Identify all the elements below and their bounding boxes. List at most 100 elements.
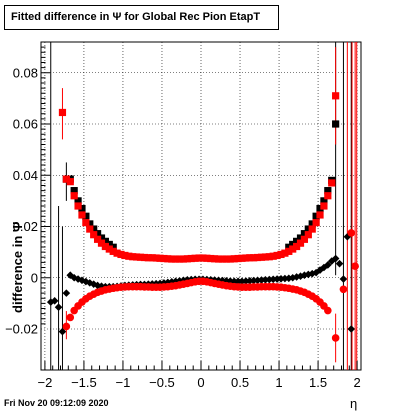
data-point-square xyxy=(218,255,227,263)
data-point-diamond xyxy=(331,254,340,263)
data-point-square xyxy=(113,249,121,257)
data-marks xyxy=(46,92,359,342)
data-point-square xyxy=(289,245,297,253)
data-point-square xyxy=(70,192,78,200)
data-point-diamond xyxy=(339,275,348,283)
data-point-square xyxy=(152,254,160,262)
data-point-square xyxy=(285,243,293,251)
data-point-square xyxy=(62,175,70,183)
x-tick-label: 1.5 xyxy=(309,375,327,390)
data-point-square xyxy=(250,254,258,262)
data-point-square xyxy=(304,231,312,239)
data-point-square xyxy=(133,253,141,261)
data-point-square xyxy=(277,250,285,259)
data-point-square xyxy=(238,254,246,262)
data-point-square xyxy=(226,255,234,263)
x-tick-label: −1 xyxy=(116,375,131,390)
x-tick-label: 1 xyxy=(275,375,282,390)
data-point-square xyxy=(144,254,152,262)
data-point-square xyxy=(172,255,180,263)
chart-title: Fitted difference in Ψ for Global Rec Pi… xyxy=(4,5,279,30)
y-tick-label: 0.04 xyxy=(13,168,38,183)
x-axis-label: η xyxy=(350,396,358,411)
data-point-diamond xyxy=(320,263,328,272)
data-point-square xyxy=(121,251,129,260)
data-point-diamond xyxy=(171,277,180,286)
data-point-diamond xyxy=(347,325,356,333)
data-point-diamond xyxy=(230,277,238,286)
data-point-diamond xyxy=(245,277,254,285)
data-point-square xyxy=(109,243,117,251)
data-point-square xyxy=(199,254,207,262)
data-point-square xyxy=(105,245,113,253)
data-point-square xyxy=(175,255,184,263)
data-point-square xyxy=(214,255,223,263)
y-tick-label: 0.06 xyxy=(13,117,38,132)
data-point-square xyxy=(82,219,90,227)
data-point-diamond xyxy=(335,259,344,268)
data-point-circle xyxy=(347,229,356,237)
data-point-square xyxy=(285,247,293,255)
data-point-circle xyxy=(339,285,348,294)
data-point-square xyxy=(324,192,332,200)
data-point-square xyxy=(300,235,309,243)
data-point-square xyxy=(304,225,312,233)
data-point-square xyxy=(332,92,340,100)
data-point-diamond xyxy=(54,303,63,312)
data-point-square xyxy=(293,237,301,245)
data-point-diamond xyxy=(292,273,301,281)
plot-frame xyxy=(40,41,362,371)
data-point-square xyxy=(316,211,324,219)
data-point-square xyxy=(97,234,106,242)
data-point-square xyxy=(109,247,117,255)
data-point-square xyxy=(316,204,324,213)
data-point-circle xyxy=(351,262,359,271)
data-point-circle xyxy=(331,334,340,342)
data-point-diamond xyxy=(249,276,258,285)
data-point-square xyxy=(308,225,316,233)
data-point-square xyxy=(160,254,168,263)
data-point-diamond xyxy=(50,297,59,305)
data-point-square xyxy=(273,251,281,260)
axes: −2 −1.5 −1 −0.5 0 0.5 1 1.5 2 −0.02 0 0.02 0.04 0.06 0… xyxy=(5,46,361,390)
data-point-square xyxy=(246,254,254,262)
data-point-circle xyxy=(324,306,332,315)
data-point-square xyxy=(253,253,262,262)
data-point-square xyxy=(203,254,211,262)
data-point-square xyxy=(148,254,156,262)
x-tick-label: 0.5 xyxy=(231,375,249,390)
x-tick-label: −0.5 xyxy=(149,375,175,390)
data-point-square xyxy=(66,178,74,186)
data-point-square xyxy=(293,242,301,251)
data-point-square xyxy=(289,240,297,249)
data-point-square xyxy=(129,253,137,261)
data-point-square xyxy=(136,253,145,261)
data-point-square xyxy=(261,253,269,261)
x-tick-label: −1.5 xyxy=(71,375,97,390)
x-tick-label: 2 xyxy=(353,375,360,390)
x-tick-label: 0 xyxy=(197,375,204,390)
data-point-square xyxy=(101,242,109,251)
data-point-square xyxy=(90,225,98,233)
data-point-square xyxy=(265,253,273,261)
data-point-square xyxy=(312,212,320,220)
data-point-square xyxy=(183,255,191,263)
data-point-square xyxy=(230,255,238,263)
data-point-diamond xyxy=(62,289,71,297)
data-point-diamond xyxy=(269,275,277,284)
data-point-square xyxy=(70,187,78,195)
data-point-square xyxy=(187,254,195,263)
data-point-diamond xyxy=(234,277,242,286)
data-point-square xyxy=(191,254,199,262)
y-tick-label: 0.08 xyxy=(13,65,38,80)
data-point-square xyxy=(234,254,242,263)
data-point-square xyxy=(312,219,320,227)
data-point-square xyxy=(78,211,86,219)
data-point-square xyxy=(308,220,316,228)
data-point-square xyxy=(179,255,188,263)
data-point-diamond xyxy=(281,274,289,283)
data-point-square xyxy=(74,197,82,205)
data-point-square xyxy=(300,230,309,238)
data-point-square xyxy=(320,202,328,210)
